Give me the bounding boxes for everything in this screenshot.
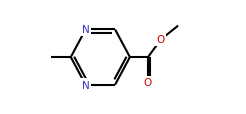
Text: N: N — [82, 25, 90, 35]
Text: O: O — [144, 77, 152, 87]
Text: O: O — [157, 35, 165, 45]
Text: N: N — [82, 80, 90, 90]
